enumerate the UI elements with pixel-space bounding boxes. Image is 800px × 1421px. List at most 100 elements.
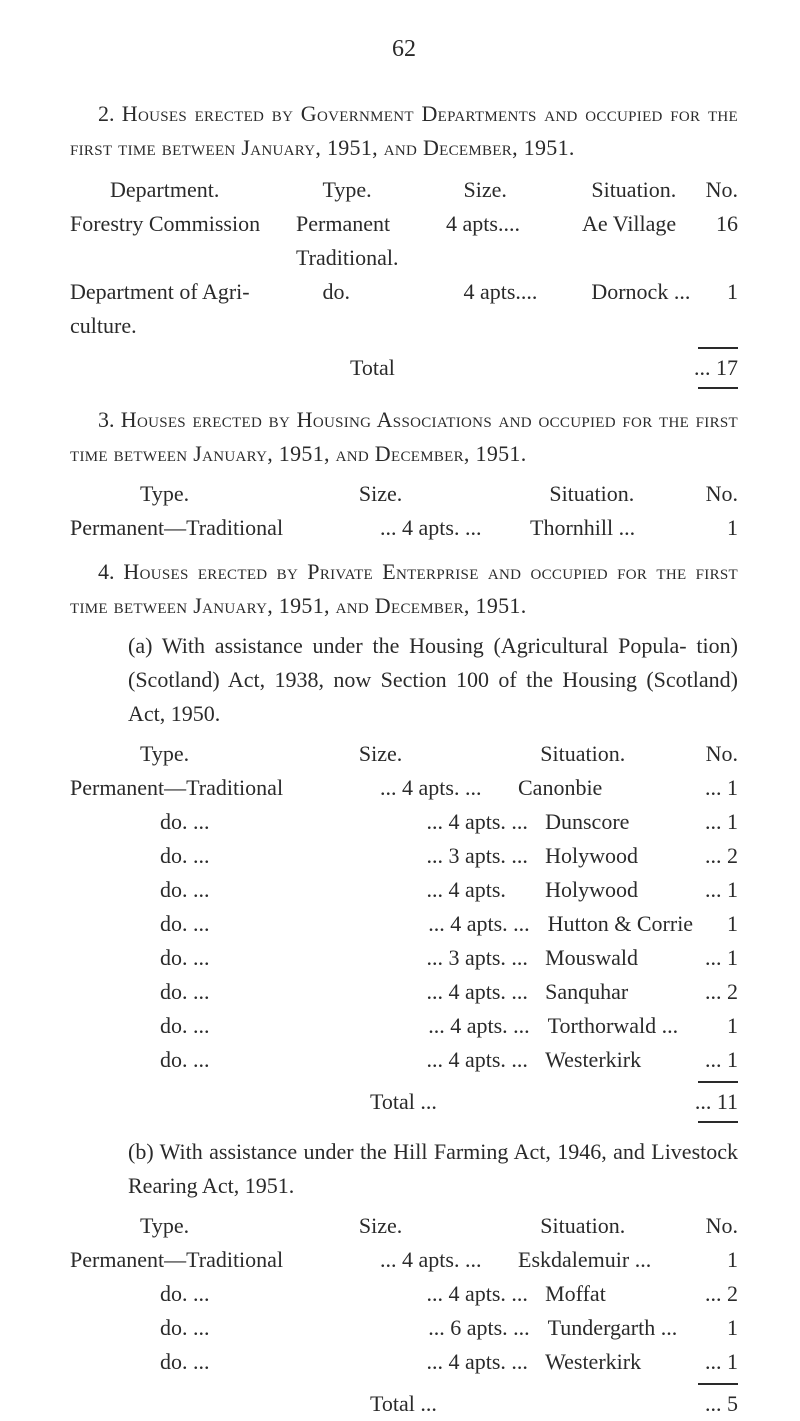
cell-no: 1 bbox=[709, 907, 738, 941]
cell-type: do. ... bbox=[70, 1043, 426, 1077]
cell-type: do. ... bbox=[70, 941, 426, 975]
hdr-type: Type. bbox=[322, 173, 463, 207]
cell-situation: Dunscore bbox=[545, 805, 705, 839]
cell-size: ... 4 apts. ... bbox=[380, 511, 530, 545]
cell-dept: Department of Agri- culture. bbox=[70, 275, 282, 343]
cell-situation: Torthorwald ... bbox=[548, 1009, 709, 1043]
table-row: do. ...... 4 apts. ...Sanquhar... 2 bbox=[70, 975, 738, 1009]
hdr-no: No. bbox=[704, 173, 738, 207]
s4b-text: With assistance under the Hill Farming A… bbox=[128, 1139, 738, 1198]
s4b-col-headers: Type. Size. Situation. No. bbox=[70, 1209, 738, 1243]
s2-number: 2. bbox=[98, 101, 115, 126]
s2-heading-text: Houses erected by Government Departments… bbox=[70, 101, 738, 160]
s4b-label: (b) bbox=[128, 1139, 154, 1164]
cell-no: 1 bbox=[704, 1243, 738, 1277]
cell-type: Permanent—Traditional bbox=[70, 511, 380, 545]
cell-situation: Westerkirk bbox=[545, 1345, 705, 1379]
cell-size: ... 4 apts. ... bbox=[426, 1043, 545, 1077]
s3-heading: 3. Houses erected by Housing Association… bbox=[70, 403, 738, 471]
page-number: 62 bbox=[70, 36, 738, 63]
cell-type: do. bbox=[282, 275, 463, 343]
table-row: do. ...... 4 apts. ...Westerkirk... 1 bbox=[70, 1345, 738, 1379]
s3-number: 3. bbox=[98, 407, 115, 432]
total-label: Total bbox=[350, 351, 395, 385]
cell-situation: Moffat bbox=[545, 1277, 705, 1311]
hdr-size: Size. bbox=[249, 477, 549, 511]
s4a-col-headers: Type. Size. Situation. No. bbox=[70, 737, 738, 771]
s2-heading: 2. Houses erected by Government Departme… bbox=[70, 97, 738, 165]
table-row: do. ...... 4 apts. ...Torthorwald ...1 bbox=[70, 1009, 738, 1043]
cell-no: ... 1 bbox=[705, 873, 738, 907]
hdr-no: No. bbox=[694, 1209, 738, 1243]
table-row: do. ...... 4 apts. ...Moffat... 2 bbox=[70, 1277, 738, 1311]
cell-size: ... 3 apts. ... bbox=[426, 839, 545, 873]
cell-type: do. ... bbox=[70, 805, 426, 839]
s3-col-headers: Type. Size. Situation. No. bbox=[70, 477, 738, 511]
s2-col-headers: Department. Type. Size. Situation. No. bbox=[70, 173, 738, 207]
cell-situation: Holywood bbox=[545, 873, 705, 907]
s4b-total: Total ... ... 5 bbox=[70, 1387, 738, 1421]
cell-situation: Thornhill ... bbox=[530, 511, 700, 545]
cell-size: ... 4 apts. ... bbox=[426, 975, 545, 1009]
rule bbox=[698, 1081, 738, 1083]
table-row: Permanent—Traditional ... 4 apts. ... Th… bbox=[70, 511, 738, 545]
rule bbox=[698, 1121, 738, 1123]
cell-size: ... 4 apts. ... bbox=[426, 1277, 545, 1311]
s4a-text: With assistance under the Housing (Agric… bbox=[128, 633, 738, 726]
table-row: Forestry Commission Permanent Traditiona… bbox=[70, 207, 738, 275]
s4-number: 4. bbox=[98, 559, 115, 584]
cell-situation: Holywood bbox=[545, 839, 705, 873]
cell-no: ... 2 bbox=[705, 975, 738, 1009]
cell-no: ... 1 bbox=[705, 941, 738, 975]
cell-type: Permanent Traditional. bbox=[296, 207, 446, 275]
s4a-total: Total ... ... 11 bbox=[70, 1085, 738, 1119]
cell-no: 16 bbox=[702, 207, 738, 275]
cell-no: ... 1 bbox=[704, 771, 738, 805]
cell-type: Permanent—Traditional bbox=[70, 771, 380, 805]
cell-size: ... 4 apts. ... bbox=[428, 907, 547, 941]
cell-type: do. ... bbox=[70, 873, 426, 907]
cell-size: 4 apts.... bbox=[463, 275, 591, 343]
table-row: Permanent—Traditional... 4 apts. ...Eskd… bbox=[70, 1243, 738, 1277]
hdr-size: Size. bbox=[249, 737, 540, 771]
table-row: do. ...... 3 apts. ...Holywood... 2 bbox=[70, 839, 738, 873]
hdr-type: Type. bbox=[70, 1209, 249, 1243]
cell-no: 1 bbox=[709, 1311, 738, 1345]
table-row: do. ...... 4 apts. ...Dunscore... 1 bbox=[70, 805, 738, 839]
cell-situation: Tundergarth ... bbox=[548, 1311, 709, 1345]
rule bbox=[698, 347, 738, 349]
cell-situation: Eskdalemuir ... bbox=[518, 1243, 704, 1277]
cell-situation: Hutton & Corrie bbox=[548, 907, 709, 941]
cell-no: 1 bbox=[709, 1009, 738, 1043]
cell-situation: Ae Village bbox=[582, 207, 702, 275]
cell-size: ... 4 apts. bbox=[426, 873, 545, 907]
cell-size: ... 3 apts. ... bbox=[426, 941, 545, 975]
table-row: do. ...... 6 apts. ...Tundergarth ...1 bbox=[70, 1311, 738, 1345]
cell-size: 4 apts.... bbox=[446, 207, 582, 275]
cell-type: do. ... bbox=[70, 975, 426, 1009]
hdr-no: No. bbox=[694, 737, 738, 771]
hdr-department: Department. bbox=[70, 173, 322, 207]
total-value: ... 5 bbox=[705, 1387, 738, 1421]
s4-heading: 4. Houses erected by Private Enterprise … bbox=[70, 555, 738, 623]
cell-size: ... 4 apts. ... bbox=[380, 771, 518, 805]
hdr-size: Size. bbox=[463, 173, 591, 207]
table-row: do. ...... 3 apts. ...Mouswald... 1 bbox=[70, 941, 738, 975]
rule bbox=[698, 387, 738, 389]
s4-heading-text: Houses erected by Private Enterprise and… bbox=[70, 559, 738, 618]
table-row: Department of Agri- culture. do. 4 apts.… bbox=[70, 275, 738, 343]
hdr-type: Type. bbox=[70, 477, 249, 511]
cell-situation: Canonbie bbox=[518, 771, 704, 805]
table-row: do. ...... 4 apts.Holywood... 1 bbox=[70, 873, 738, 907]
cell-type: do. ... bbox=[70, 1009, 428, 1043]
cell-no: 1 bbox=[704, 275, 738, 343]
hdr-type: Type. bbox=[70, 737, 249, 771]
cell-no: ... 1 bbox=[705, 805, 738, 839]
s3-heading-text: Houses erected by Housing Associations a… bbox=[70, 407, 738, 466]
total-value: ... 11 bbox=[695, 1085, 738, 1119]
cell-size: ... 6 apts. ... bbox=[428, 1311, 547, 1345]
cell-situation: Mouswald bbox=[545, 941, 705, 975]
s4b-sub: (b) With assistance under the Hill Farmi… bbox=[70, 1135, 738, 1203]
table-row: do. ...... 4 apts. ...Westerkirk... 1 bbox=[70, 1043, 738, 1077]
cell-type: do. ... bbox=[70, 1345, 426, 1379]
